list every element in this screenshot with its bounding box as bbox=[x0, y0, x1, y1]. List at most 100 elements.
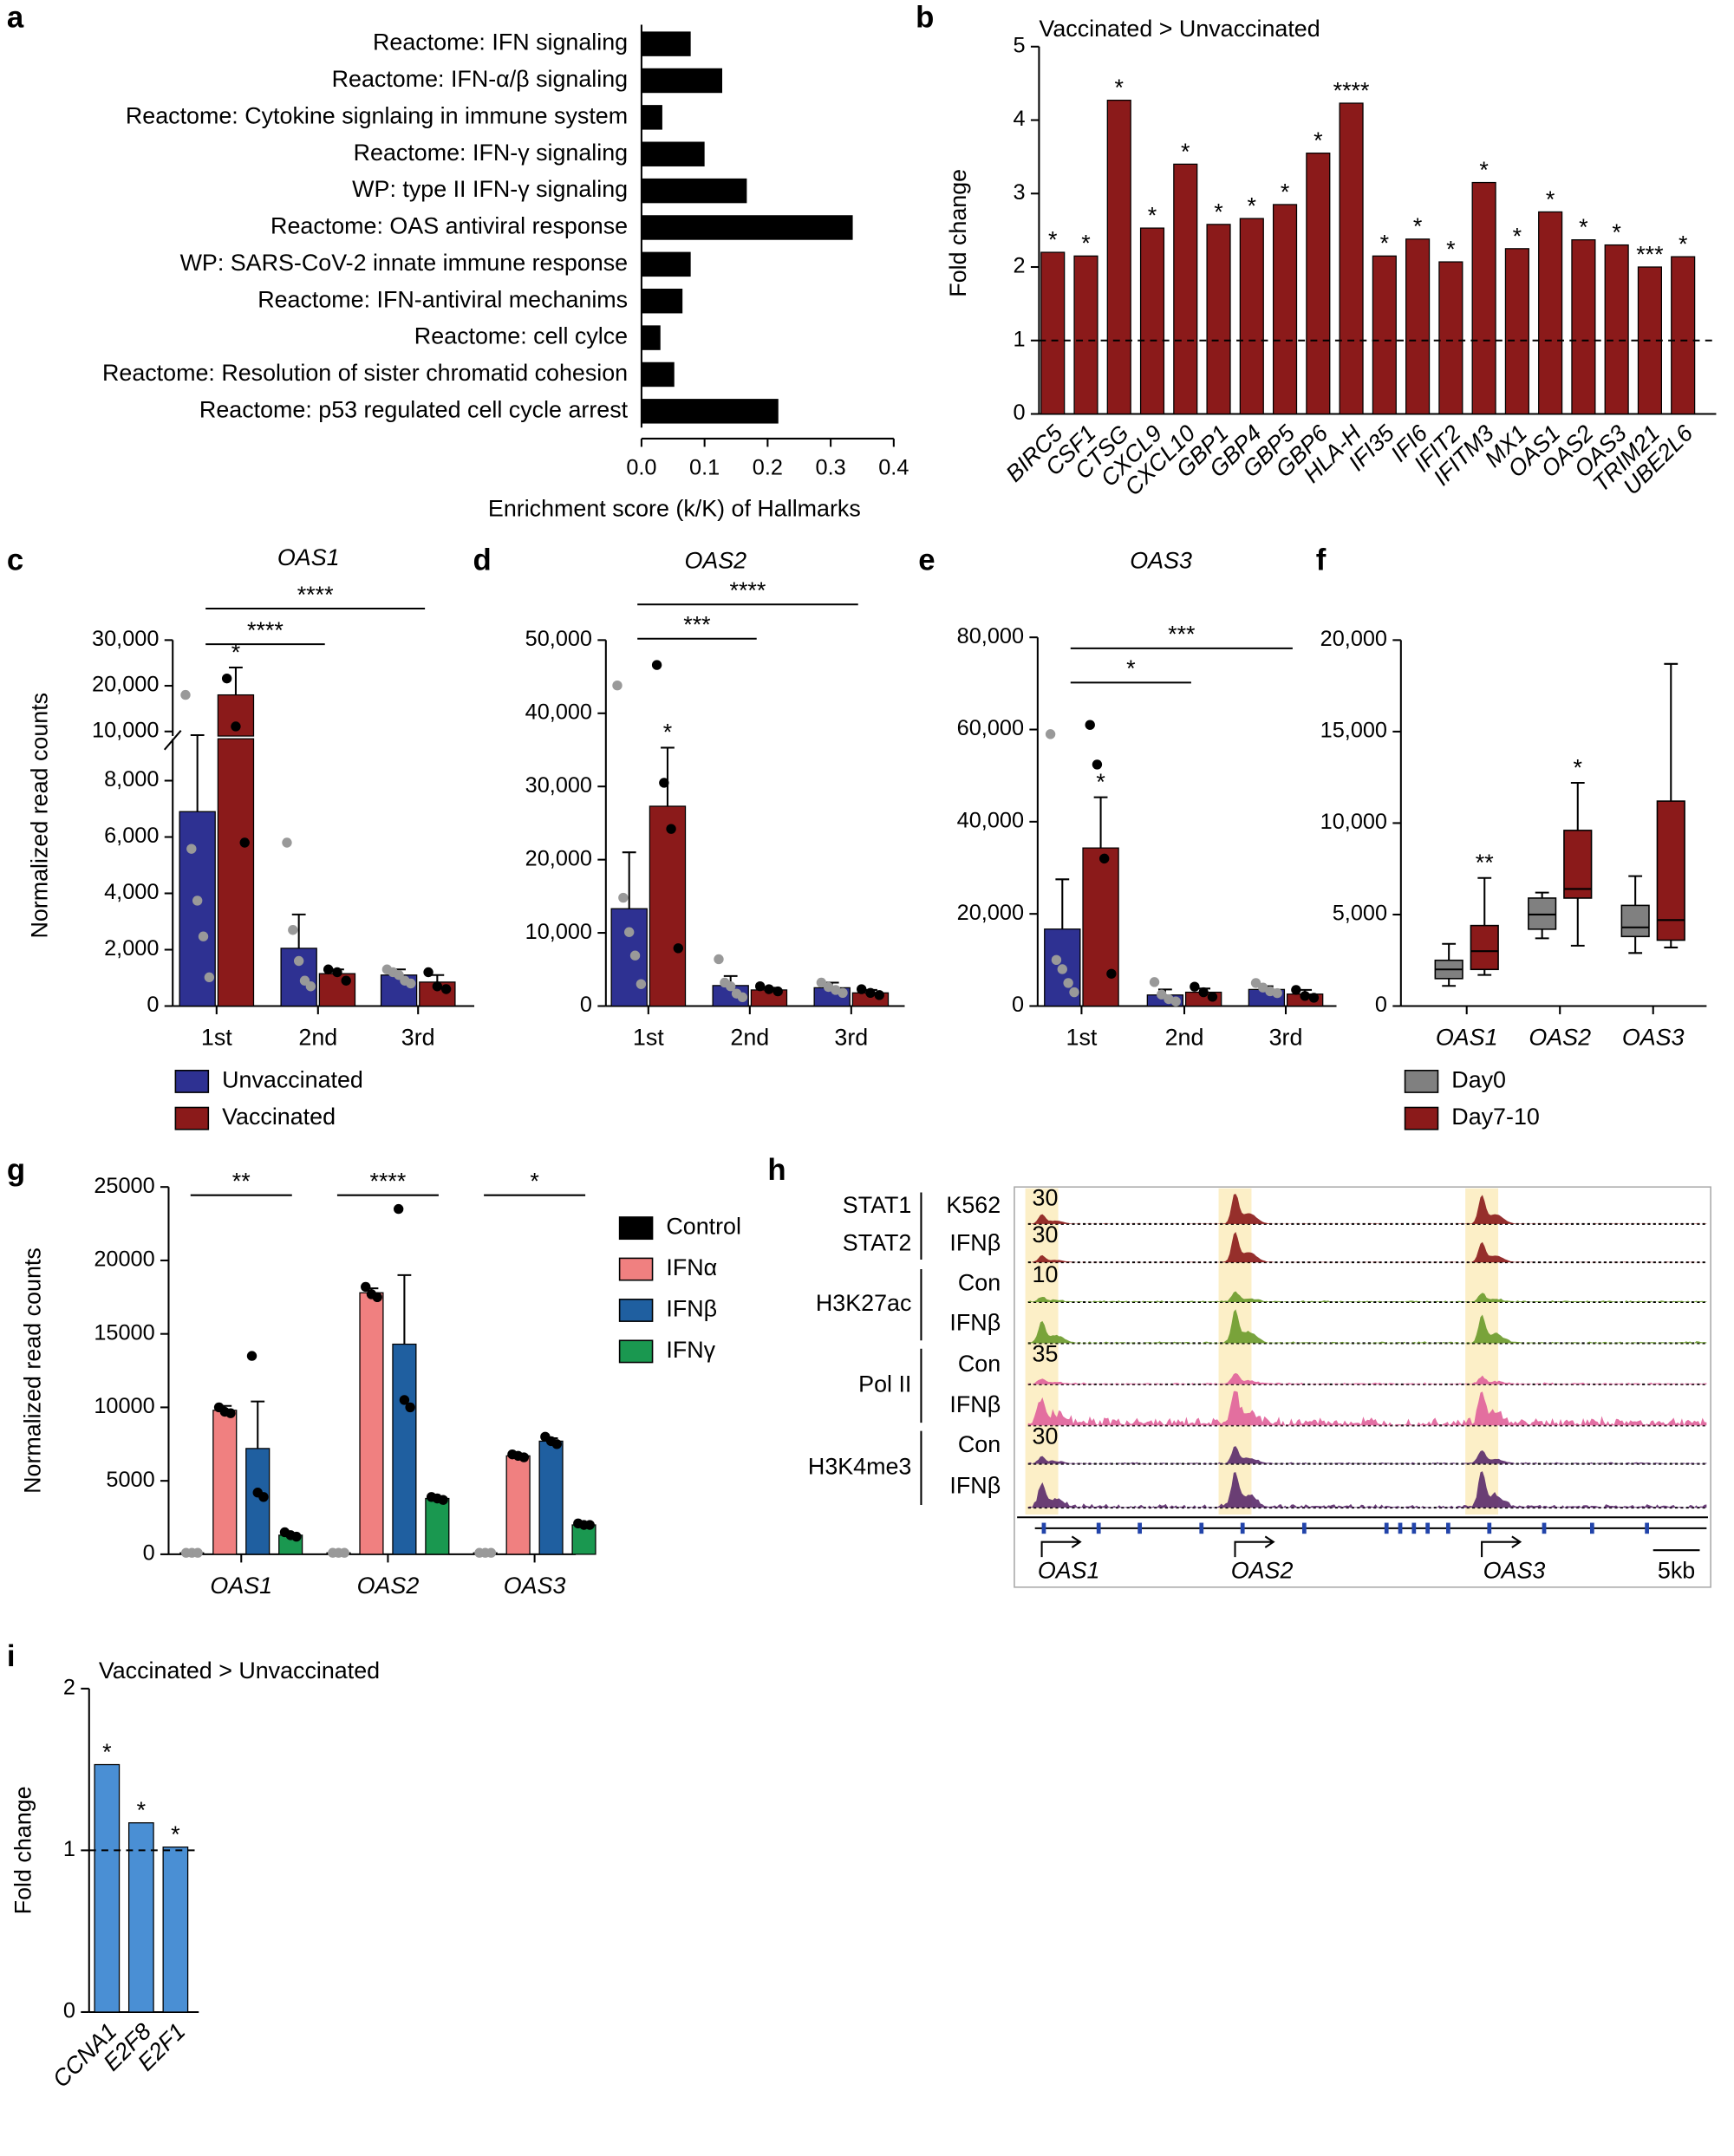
significance: * bbox=[1413, 213, 1423, 239]
tss-arrow bbox=[1234, 1535, 1275, 1558]
y-tick-label: 2,000 bbox=[104, 936, 159, 961]
legend-swatch bbox=[174, 1106, 210, 1130]
exon bbox=[1445, 1522, 1450, 1534]
data-point bbox=[673, 943, 683, 954]
legend-swatch bbox=[1404, 1070, 1439, 1093]
track-condition: IFNβ bbox=[949, 1473, 1001, 1499]
data-point bbox=[1051, 954, 1062, 966]
bar bbox=[217, 694, 255, 737]
data-point bbox=[372, 1292, 382, 1302]
significance: * bbox=[137, 1797, 147, 1823]
y-tick-label: 20000 bbox=[94, 1247, 154, 1272]
track-name: STAT2 bbox=[843, 1230, 912, 1256]
data-point bbox=[332, 967, 342, 978]
significance: * bbox=[1081, 231, 1091, 257]
data-point bbox=[1207, 992, 1218, 1002]
y-tick-label: 20,000 bbox=[1320, 627, 1387, 651]
gene-label: OAS2 bbox=[1231, 1558, 1294, 1584]
data-point bbox=[618, 892, 629, 903]
bracket-label: *** bbox=[1168, 622, 1196, 648]
data-point bbox=[629, 950, 641, 961]
data-point bbox=[1170, 996, 1181, 1006]
x-tick-label: OAS1 bbox=[210, 1573, 272, 1599]
bar bbox=[641, 178, 747, 204]
data-point bbox=[225, 1408, 236, 1418]
subtitle: Vaccinated > Unvaccinated bbox=[1039, 16, 1320, 42]
bar bbox=[212, 1410, 238, 1555]
significance: * bbox=[1214, 199, 1223, 225]
data-point bbox=[659, 778, 669, 788]
y-tick-label: 10,000 bbox=[92, 718, 159, 742]
category-label: Reactome: Cytokine signlaing in immune s… bbox=[126, 102, 628, 128]
bar bbox=[1504, 248, 1529, 415]
legend-label: IFNβ bbox=[666, 1296, 717, 1322]
data-point bbox=[1045, 729, 1056, 739]
x-tick-label: 0.1 bbox=[689, 455, 720, 479]
data-point bbox=[291, 1531, 302, 1542]
data-point bbox=[1085, 720, 1095, 730]
track-frame bbox=[1014, 1186, 1711, 1588]
data-point bbox=[399, 1395, 410, 1405]
bracket-label: * bbox=[530, 1169, 539, 1195]
box bbox=[1470, 924, 1499, 971]
legend-label: Day7-10 bbox=[1451, 1104, 1540, 1130]
data-point bbox=[874, 990, 884, 1000]
significance: * bbox=[1248, 193, 1257, 219]
track-scale: 30 bbox=[1033, 1185, 1059, 1211]
data-point bbox=[551, 1439, 562, 1449]
bar bbox=[245, 1448, 271, 1555]
data-point bbox=[432, 981, 443, 992]
bar bbox=[1604, 244, 1629, 415]
chart-title: OAS2 bbox=[684, 547, 746, 573]
data-point bbox=[258, 1492, 269, 1502]
exon bbox=[1398, 1522, 1403, 1534]
bar bbox=[127, 1822, 154, 2013]
exon bbox=[1384, 1522, 1389, 1534]
panel-letter: i bbox=[7, 1640, 16, 1673]
track-condition: Con bbox=[958, 1431, 1001, 1457]
x-tick-label: 1st bbox=[633, 1025, 664, 1051]
signal-track bbox=[1027, 1232, 1707, 1263]
y-tick-label: 50,000 bbox=[525, 627, 592, 651]
data-point bbox=[305, 981, 316, 992]
data-point bbox=[584, 1520, 595, 1530]
bar bbox=[1139, 227, 1165, 415]
category-label: Reactome: OAS antiviral response bbox=[271, 213, 628, 239]
box bbox=[1620, 904, 1650, 938]
highlight bbox=[1465, 1188, 1499, 1515]
x-axis-label: Enrichment score (k/K) of Hallmarks bbox=[488, 495, 861, 521]
track-condition: IFNβ bbox=[949, 1309, 1001, 1335]
significance: * bbox=[1380, 231, 1390, 257]
data-point bbox=[192, 896, 203, 906]
y-tick-label: 2 bbox=[63, 1676, 75, 1700]
data-point bbox=[737, 992, 748, 1003]
data-point bbox=[714, 954, 724, 965]
data-point bbox=[764, 984, 774, 994]
track-condition: Con bbox=[958, 1351, 1001, 1377]
significance: * bbox=[1115, 75, 1124, 101]
bar bbox=[641, 215, 853, 240]
y-tick-label: 0 bbox=[143, 1541, 155, 1566]
bar bbox=[1471, 181, 1496, 415]
significance: * bbox=[1579, 214, 1588, 240]
category-label: Reactome: IFN-antiviral mechanims bbox=[257, 286, 628, 312]
track-condition: IFNβ bbox=[949, 1230, 1001, 1256]
significance: * bbox=[1546, 186, 1555, 212]
signal-track bbox=[1027, 1194, 1707, 1224]
data-point bbox=[239, 837, 250, 848]
data-point bbox=[754, 981, 766, 992]
y-tick-label: 20,000 bbox=[525, 846, 592, 870]
bar bbox=[641, 251, 691, 277]
x-tick-label: 1st bbox=[201, 1025, 232, 1051]
data-point bbox=[1092, 759, 1103, 770]
panel-letter: b bbox=[916, 1, 934, 34]
bar bbox=[1239, 218, 1264, 415]
exon bbox=[1542, 1522, 1547, 1534]
y-tick-label: 5,000 bbox=[1333, 902, 1387, 926]
data-point bbox=[186, 844, 197, 854]
bar bbox=[641, 105, 662, 130]
signal-track bbox=[1027, 1291, 1707, 1302]
y-tick-label: 8,000 bbox=[104, 767, 159, 791]
data-point bbox=[651, 660, 662, 670]
data-point bbox=[198, 931, 209, 941]
